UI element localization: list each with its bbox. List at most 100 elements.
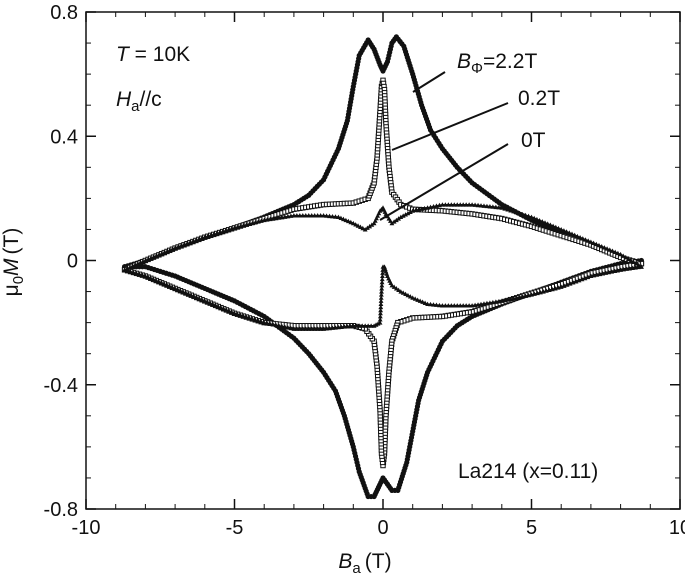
data-point <box>333 325 338 330</box>
data-point <box>122 267 128 272</box>
data-point <box>202 298 208 303</box>
data-point <box>218 305 224 310</box>
data-point <box>226 308 232 314</box>
data-point <box>377 314 383 319</box>
data-point <box>588 273 594 279</box>
x-tick-label: 5 <box>526 517 537 539</box>
data-point <box>552 286 558 291</box>
data-point <box>481 203 487 208</box>
data-point <box>575 233 580 239</box>
data-point <box>379 276 385 282</box>
data-point <box>375 213 381 218</box>
data-point <box>558 227 564 232</box>
data-point <box>548 222 553 227</box>
data-point <box>353 222 359 227</box>
data-point <box>137 260 143 265</box>
data-point <box>531 215 537 221</box>
data-point <box>153 278 159 283</box>
data-point <box>546 287 552 293</box>
data-point <box>343 217 349 223</box>
data-point <box>520 211 525 217</box>
data-point <box>576 277 582 283</box>
data-point <box>391 219 397 224</box>
data-point <box>570 280 576 285</box>
series-layer <box>121 34 645 500</box>
data-point <box>127 265 133 270</box>
data-point <box>585 274 591 280</box>
data-point <box>338 215 344 221</box>
data-point <box>499 205 505 210</box>
data-point <box>365 225 370 230</box>
data-point <box>396 216 401 221</box>
data-point <box>398 289 404 294</box>
data-point <box>161 281 167 286</box>
leader-line-0-2t <box>391 102 509 151</box>
data-point <box>569 231 575 236</box>
data-point <box>178 288 183 293</box>
data-point <box>631 259 636 265</box>
data-point <box>380 264 386 269</box>
data-point <box>496 204 502 210</box>
data-point <box>170 284 175 290</box>
data-point <box>523 212 528 218</box>
data-point <box>164 282 170 288</box>
data-point <box>175 287 181 292</box>
data-point <box>400 290 406 295</box>
data-point <box>475 302 481 307</box>
data-point <box>324 326 329 331</box>
data-point <box>347 323 353 329</box>
data-point <box>148 255 154 261</box>
x-tick-label: 10 <box>669 517 685 539</box>
data-point <box>594 272 600 277</box>
x-axis-title: Ba (T) <box>338 550 391 577</box>
data-point <box>582 275 588 281</box>
data-point <box>636 262 642 268</box>
data-point <box>194 295 200 300</box>
data-point <box>132 262 138 268</box>
data-point <box>321 213 326 218</box>
data-point <box>221 306 227 311</box>
data-point <box>341 216 346 222</box>
data-point <box>564 282 570 287</box>
data-point <box>591 240 596 245</box>
data-point <box>583 237 588 242</box>
data-point <box>520 294 525 299</box>
data-point <box>624 266 629 271</box>
data-point <box>484 203 490 209</box>
data-point <box>472 202 478 207</box>
data-point <box>389 282 395 288</box>
data-point <box>229 309 235 315</box>
data-point <box>339 324 344 329</box>
data-point <box>514 209 520 215</box>
data-point <box>487 300 493 305</box>
data-point <box>186 291 191 297</box>
data-point <box>224 307 229 312</box>
data-point <box>633 261 639 266</box>
data-point <box>391 284 397 289</box>
data-point <box>603 270 609 275</box>
axis-ticks <box>85 11 681 510</box>
data-point <box>372 218 378 223</box>
data-point <box>481 301 487 306</box>
data-point <box>145 256 151 262</box>
data-point <box>502 206 508 211</box>
data-point <box>159 280 164 285</box>
data-point <box>383 268 389 274</box>
data-point <box>526 213 531 219</box>
data-point <box>327 213 332 219</box>
series-label-0-2t: 0.2T <box>518 87 560 110</box>
data-point <box>344 323 350 329</box>
y-tick-label: -0.4 <box>44 375 78 397</box>
data-point <box>199 297 205 302</box>
data-point <box>472 302 478 308</box>
data-point <box>577 234 583 240</box>
data-point <box>324 213 329 218</box>
y-tick-label: 0.4 <box>50 126 78 148</box>
data-point <box>403 212 408 217</box>
data-point <box>380 270 386 275</box>
series-label-2-2t: BΦ=2.2T <box>457 50 537 77</box>
data-point <box>393 217 399 223</box>
data-point <box>606 269 612 275</box>
data-point <box>539 219 545 224</box>
